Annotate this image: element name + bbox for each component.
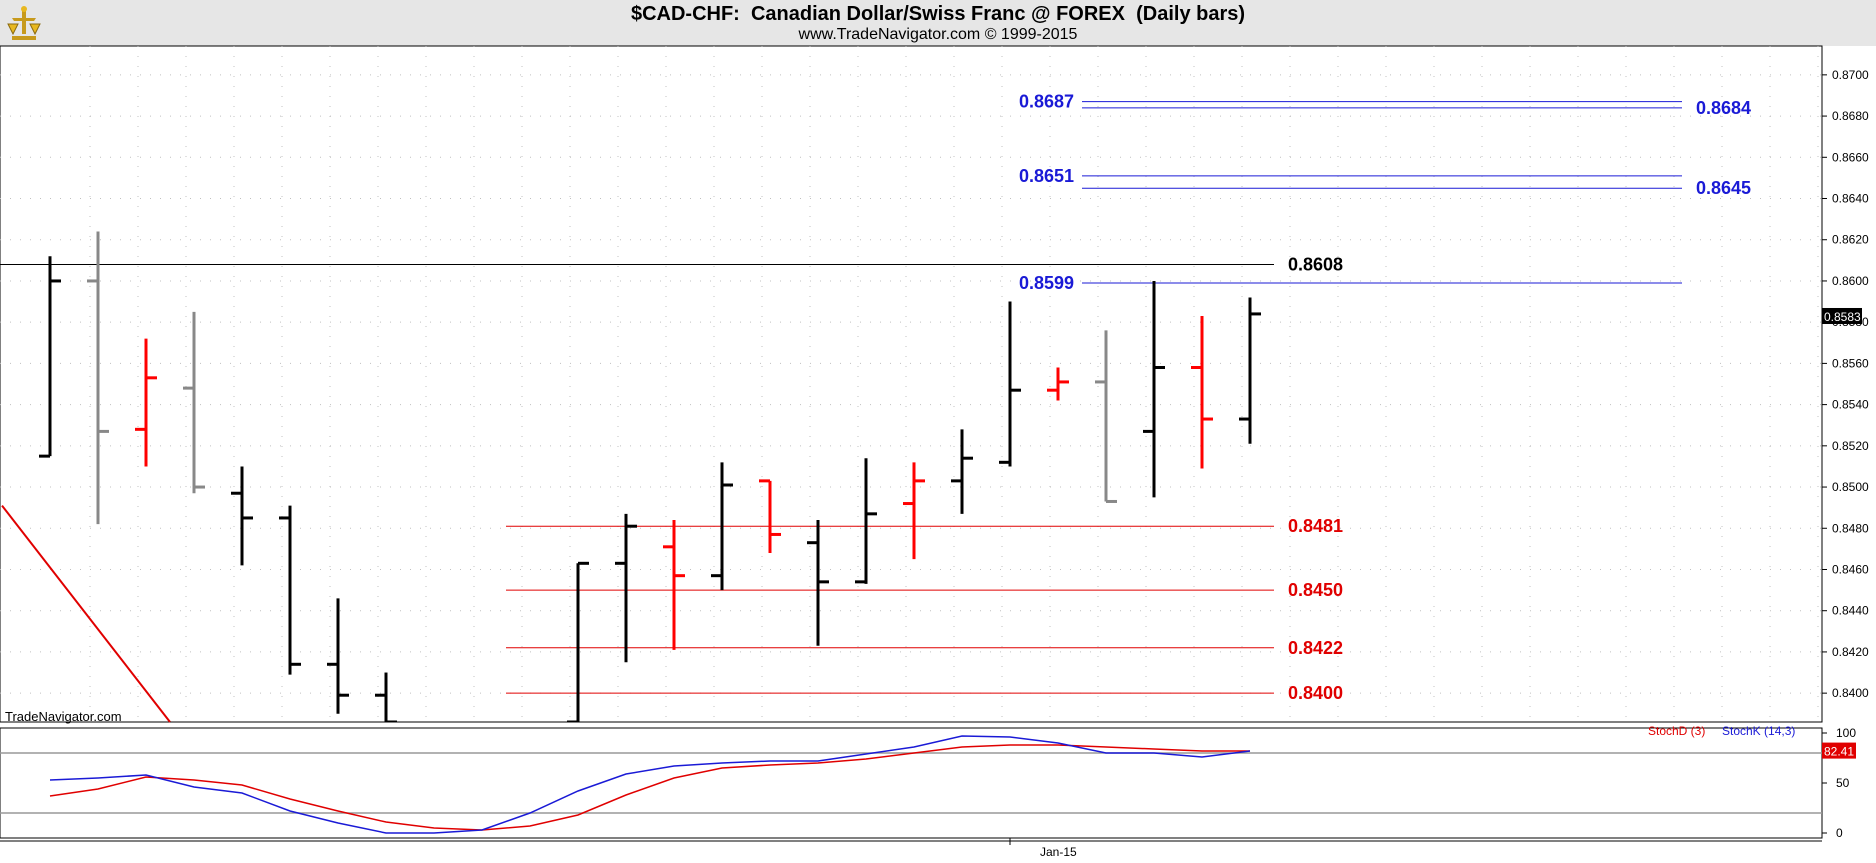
- level-label: 0.8481: [1288, 516, 1343, 536]
- stoch-pane-frame: [0, 727, 1823, 839]
- price-tick-label: 0.8400: [1832, 686, 1869, 700]
- level-label: 0.8684: [1696, 98, 1751, 118]
- level-label: 0.8651: [1019, 166, 1074, 186]
- stoch-series-line: [49, 744, 1250, 831]
- trade-navigator-logo-icon: [7, 6, 41, 40]
- level-label: 0.8599: [1019, 273, 1074, 293]
- stoch-tick-label: 100: [1836, 726, 1856, 740]
- level-label: 0.8422: [1288, 638, 1343, 658]
- stoch-last-value-box: [1822, 742, 1856, 759]
- level-label: 0.8645: [1696, 178, 1751, 198]
- x-axis-date-label: Jan-15: [1040, 845, 1077, 859]
- price-tick-label: 0.8680: [1832, 109, 1869, 123]
- stoch-series-line: [49, 735, 1251, 834]
- level-label: 0.8687: [1019, 92, 1074, 112]
- stoch-last-value-label: 82.41: [1824, 745, 1854, 759]
- price-tick-label: 0.8500: [1832, 480, 1869, 494]
- stoch-tick-label: 0: [1836, 826, 1843, 840]
- stoch-k-legend: StochK (14,3): [1722, 724, 1796, 738]
- stoch-d-legend: StochD (3): [1648, 724, 1706, 738]
- price-tick-label: 0.8460: [1832, 562, 1869, 576]
- trend-line: [1, 504, 171, 723]
- stoch-tick-label: 50: [1836, 776, 1850, 790]
- price-tick-label: 0.8420: [1832, 645, 1869, 659]
- price-tick-label: 0.8480: [1832, 521, 1869, 535]
- price-tick-label: 0.8700: [1832, 68, 1869, 82]
- price-tick-label: 0.8520: [1832, 439, 1869, 453]
- chart-subtitle: www.TradeNavigator.com © 1999-2015: [798, 26, 1078, 43]
- level-label: 0.8608: [1288, 254, 1343, 274]
- level-label: 0.8400: [1288, 683, 1343, 703]
- price-tick-label: 0.8640: [1832, 192, 1869, 206]
- price-tick-label: 0.8560: [1832, 356, 1869, 370]
- price-tick-label: 0.8660: [1832, 150, 1869, 164]
- watermark-text: TradeNavigator.com: [5, 709, 122, 724]
- price-tick-label: 0.8540: [1832, 398, 1869, 412]
- price-pane-frame: [0, 45, 1823, 723]
- last-price-label: 0.8583: [1824, 310, 1861, 324]
- price-tick-label: 0.8600: [1832, 274, 1869, 288]
- last-price-box: [1822, 307, 1862, 324]
- ohlc-bars: [39, 231, 1261, 722]
- price-tick-label: 0.8620: [1832, 233, 1869, 247]
- chart-title: $CAD-CHF: Canadian Dollar/Swiss Franc @ …: [630, 3, 1246, 25]
- level-label: 0.8450: [1288, 580, 1343, 600]
- price-tick-label: 0.8440: [1832, 604, 1869, 618]
- chart-header: $CAD-CHF: Canadian Dollar/Swiss Franc @ …: [0, 0, 1876, 46]
